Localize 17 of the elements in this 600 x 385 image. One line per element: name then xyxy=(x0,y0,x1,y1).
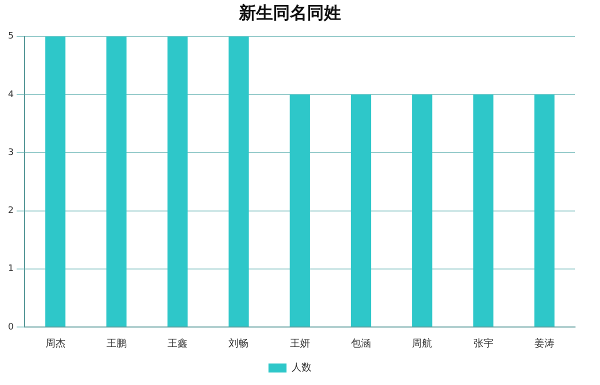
y-tick-label: 3 xyxy=(8,148,14,158)
y-tick-label: 4 xyxy=(8,90,14,100)
x-tick-label: 王妍 xyxy=(290,338,310,350)
y-tick-label: 2 xyxy=(8,206,14,216)
x-tick-label: 姜涛 xyxy=(534,338,554,350)
legend-label: 人数 xyxy=(292,362,312,374)
x-tick-label: 周杰 xyxy=(45,338,66,350)
y-tick-label: 1 xyxy=(8,264,14,274)
y-tick-label: 0 xyxy=(8,322,14,332)
x-tick-label: 包涵 xyxy=(351,338,372,350)
x-tick-label: 周航 xyxy=(412,338,432,350)
y-tick-label: 5 xyxy=(8,32,14,42)
chart-title: 新生同名同姓 xyxy=(238,4,341,24)
x-tick-label: 张宇 xyxy=(473,338,494,350)
x-tick-label: 刘畅 xyxy=(228,338,249,350)
x-tick-label: 王鹏 xyxy=(106,338,126,350)
x-tick-label: 王鑫 xyxy=(168,338,188,350)
